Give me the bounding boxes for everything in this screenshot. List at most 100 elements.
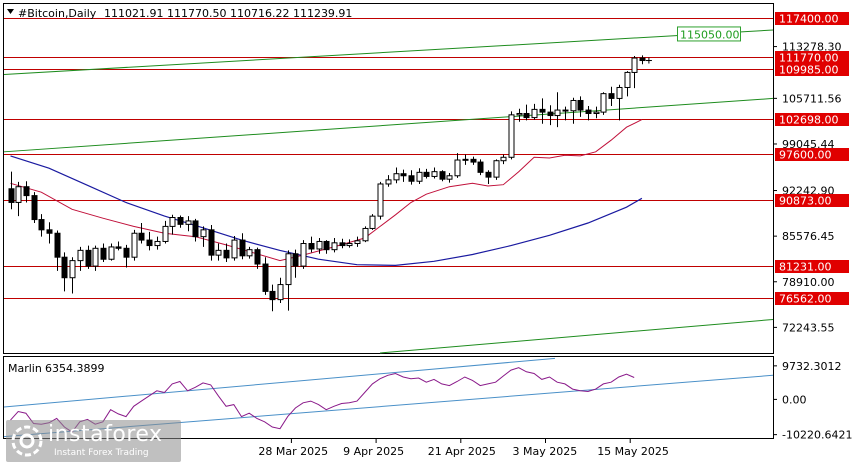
- candle-body: [554, 109, 561, 117]
- candle-body: [323, 240, 330, 251]
- candle-body: [100, 247, 107, 260]
- candle-body: [8, 188, 15, 203]
- candle-body: [277, 284, 284, 301]
- candle-body: [593, 111, 600, 114]
- candle-body: [138, 232, 145, 241]
- candle-body: [146, 239, 153, 247]
- y-tick-label: 113278.30: [782, 41, 842, 54]
- price-tag-bg: [775, 51, 849, 64]
- x-tick-label: 21 Apr 2025: [428, 445, 496, 458]
- candle-body: [123, 247, 130, 258]
- candle-body: [570, 99, 577, 112]
- chart-header: #Bitcoin,Daily 111021.91 111770.50 11071…: [7, 7, 352, 20]
- candle-body: [454, 159, 461, 177]
- candle-body: [46, 229, 53, 234]
- candle: [339, 238, 346, 249]
- ohlc-values: 111021.91 111770.50 110716.22 111239.91: [104, 7, 352, 20]
- candle: [123, 244, 130, 268]
- triangle-down-icon[interactable]: [7, 9, 14, 14]
- symbol-label: #Bitcoin,Daily: [18, 7, 97, 20]
- candle-body: [61, 256, 68, 279]
- candle-body: [239, 239, 246, 257]
- price-tag-bg: [775, 113, 849, 126]
- candle-body: [154, 240, 161, 247]
- candle: [593, 106, 600, 119]
- candle: [154, 236, 161, 250]
- candle: [439, 170, 446, 182]
- candle: [470, 156, 477, 165]
- candle-body: [600, 93, 607, 113]
- candle: [223, 243, 230, 262]
- candle: [346, 239, 353, 248]
- candle: [400, 169, 407, 182]
- candle: [508, 111, 515, 160]
- candle: [323, 240, 330, 254]
- candle-body: [177, 217, 184, 225]
- candle: [423, 168, 430, 179]
- candle: [616, 84, 623, 121]
- candle-body: [393, 173, 400, 181]
- candle: [316, 238, 323, 254]
- price-tag-label: 117400.00: [779, 13, 839, 26]
- candle: [562, 106, 569, 121]
- indicator-panel-frame: [3, 356, 774, 439]
- price-tag-bg: [775, 260, 849, 273]
- ind-tick-label: 9732.3012: [782, 360, 842, 373]
- candle-body: [508, 114, 515, 158]
- x-tick-label: 9 Apr 2025: [343, 445, 404, 458]
- candle: [169, 214, 176, 235]
- candle: [100, 243, 107, 262]
- candle-body: [369, 215, 376, 229]
- price-tag-label: 90873.00: [779, 195, 832, 208]
- axis-ticks: 113278.30105711.5699045.4492242.9085576.…: [258, 41, 841, 458]
- candle-body: [23, 186, 30, 197]
- y-tick-label: 105711.56: [782, 92, 842, 105]
- price-tag-label: 76562.00: [779, 293, 832, 306]
- ind-upper-channel: [3, 357, 556, 408]
- candle-body: [246, 249, 253, 257]
- candle: [146, 231, 153, 251]
- candle: [162, 220, 169, 244]
- candle: [554, 92, 561, 128]
- candle-body: [431, 171, 438, 177]
- candle: [577, 96, 584, 117]
- watermark: instaforex Instant Forex Trading: [6, 420, 181, 462]
- trend-lines: [3, 29, 774, 354]
- candle-body: [15, 186, 22, 203]
- candle-body: [316, 240, 323, 250]
- candle: [200, 226, 207, 247]
- candle: [531, 103, 538, 120]
- candle: [239, 233, 246, 260]
- candle-body: [115, 246, 122, 249]
- price-tag-bg: [775, 63, 849, 76]
- candle-body: [485, 171, 492, 178]
- candle: [131, 229, 138, 261]
- candle: [331, 238, 338, 253]
- candle: [31, 192, 38, 223]
- candle: [185, 216, 192, 232]
- ma-blue-line: [10, 155, 643, 267]
- channel-upper-line: [3, 29, 774, 75]
- candle-body: [631, 57, 638, 73]
- candle-body: [377, 183, 384, 217]
- channel-lower-line: [379, 318, 774, 354]
- marlin-line: [10, 367, 635, 433]
- candle-body: [223, 249, 230, 259]
- candle-body: [470, 158, 477, 163]
- candle: [631, 56, 638, 89]
- candle: [454, 153, 461, 178]
- candle: [408, 170, 415, 185]
- watermark-tagline: Instant Forex Trading: [54, 448, 149, 458]
- candle: [300, 240, 307, 269]
- candle: [493, 159, 500, 180]
- x-tick-label: 3 May 2025: [513, 445, 578, 458]
- candle-body: [639, 57, 646, 62]
- candle: [108, 243, 115, 261]
- price-tag-bg: [775, 12, 849, 25]
- candle-body: [292, 253, 299, 267]
- level-lines: [4, 18, 773, 299]
- candle-body: [493, 160, 500, 178]
- candle: [570, 97, 577, 124]
